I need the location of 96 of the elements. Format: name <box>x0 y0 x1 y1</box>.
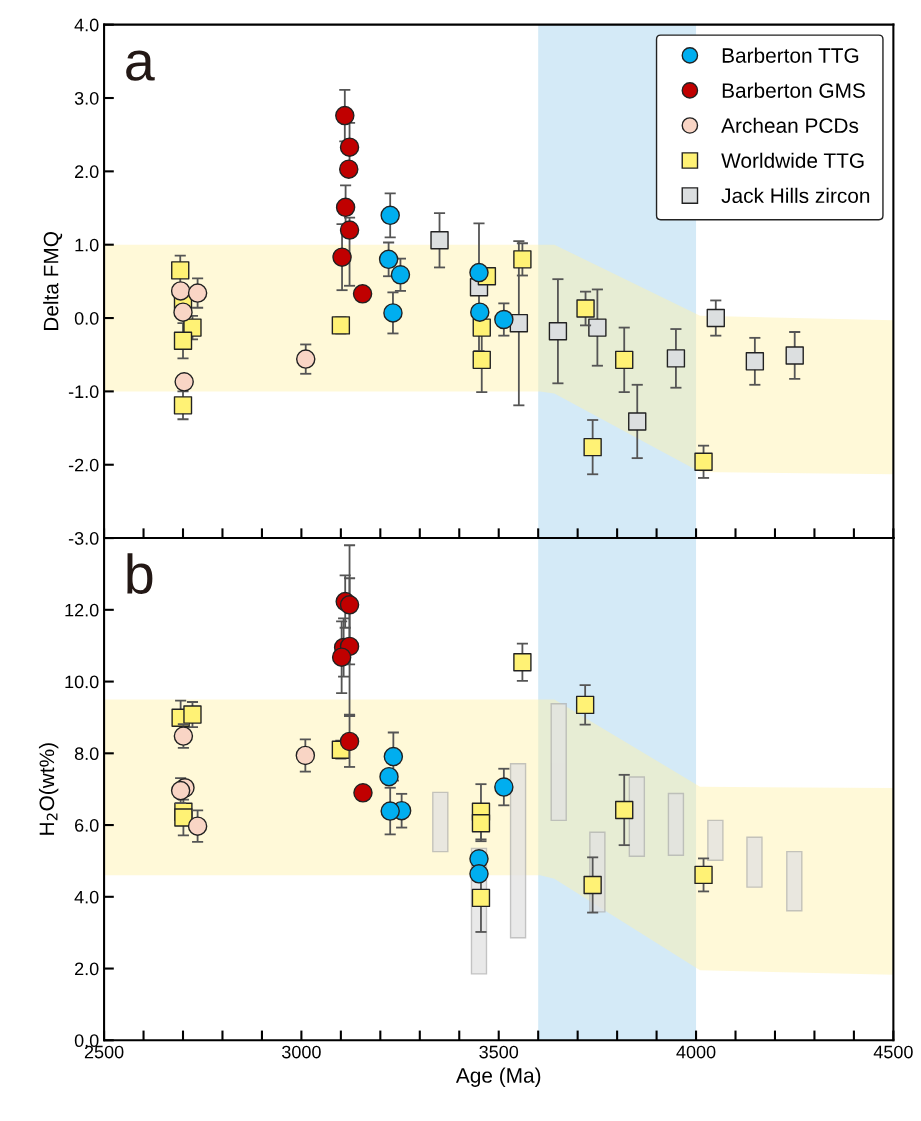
point <box>494 309 514 330</box>
point <box>331 647 352 667</box>
legend-label: Archean PCDs <box>721 117 859 133</box>
point <box>339 595 360 615</box>
point <box>471 814 491 833</box>
point <box>295 745 316 766</box>
x-tick-label: 2500 <box>84 1045 124 1059</box>
point <box>575 695 595 715</box>
point <box>170 780 191 801</box>
point <box>174 808 193 827</box>
legend-label: Barberton GMS <box>722 82 865 98</box>
point <box>583 875 602 895</box>
point <box>183 705 202 724</box>
annotation: a <box>126 50 155 81</box>
point <box>469 262 489 283</box>
y-tick-label: -3.0 <box>68 532 99 545</box>
point <box>173 396 193 415</box>
y-tick-label: 0.0 <box>74 1034 99 1048</box>
point <box>390 265 411 285</box>
point <box>588 318 607 337</box>
x-axis-title: Age (Ma) <box>455 1067 541 1087</box>
point <box>335 105 355 126</box>
point <box>352 284 373 304</box>
legend-label: Jack Hills zircon <box>721 187 870 204</box>
bar <box>550 703 567 822</box>
point <box>170 281 191 301</box>
y-tick-label: 6.0 <box>75 818 99 832</box>
point <box>583 437 602 457</box>
point <box>380 205 400 226</box>
bar <box>667 792 685 856</box>
bar <box>786 850 803 912</box>
annotation: b <box>127 553 153 594</box>
bar <box>432 791 449 853</box>
x-tick-label: 4000 <box>676 1045 716 1059</box>
y-tick-label: 12.0 <box>65 603 99 617</box>
bar <box>509 763 527 939</box>
y-tick-label: 10.0 <box>65 675 99 689</box>
point <box>378 249 399 270</box>
y-tick-label: 8.0 <box>74 747 99 761</box>
point <box>383 746 404 767</box>
bar <box>746 836 763 888</box>
point <box>470 302 490 322</box>
point <box>383 303 403 323</box>
point <box>339 137 360 157</box>
point <box>187 816 208 836</box>
point <box>513 250 532 269</box>
x-tick-label: 4500 <box>873 1045 913 1059</box>
point <box>187 283 208 303</box>
point <box>171 261 190 280</box>
x-tick-label: 3500 <box>479 1045 519 1059</box>
point <box>380 801 400 821</box>
point <box>430 231 449 250</box>
bar <box>628 776 646 857</box>
point <box>335 197 356 218</box>
point <box>694 452 713 472</box>
point <box>379 766 399 787</box>
point <box>353 783 373 803</box>
point <box>615 350 634 370</box>
y-tick-label: 0.0 <box>74 311 99 325</box>
y-tick-label: 1.0 <box>75 238 99 252</box>
point <box>332 247 352 267</box>
point <box>706 308 725 328</box>
point <box>628 412 647 431</box>
x-tick-label: 3000 <box>282 1045 321 1059</box>
point <box>548 322 568 341</box>
point <box>666 349 686 368</box>
point <box>576 299 595 318</box>
point <box>174 372 194 392</box>
point <box>173 302 193 322</box>
point <box>472 350 491 370</box>
point <box>472 318 491 337</box>
y-tick-label: 4.0 <box>74 18 99 32</box>
point <box>295 349 316 369</box>
y-tick-label: -2.0 <box>68 458 99 472</box>
legend-label: Barberton TTG <box>722 47 859 63</box>
point <box>513 652 532 672</box>
y-axis-title: H$_{2}$O(wt%) <box>38 743 59 835</box>
legend-label: Worldwide TTG <box>721 152 864 169</box>
point <box>339 220 360 240</box>
point <box>173 331 193 350</box>
point <box>785 346 804 365</box>
point <box>339 731 360 752</box>
y-tick-label: 2.0 <box>75 962 99 976</box>
point <box>615 800 634 820</box>
y-tick-label: 4.0 <box>74 890 99 904</box>
point <box>339 159 359 179</box>
y-axis-title: Delta FMQ <box>43 232 63 331</box>
point <box>469 864 489 884</box>
y-tick-label: 3.0 <box>74 91 99 105</box>
y-tick-label: -1.0 <box>68 385 99 399</box>
point <box>694 865 713 885</box>
point <box>494 777 514 797</box>
y-tick-label: 2.0 <box>75 165 99 179</box>
point <box>745 352 765 371</box>
point <box>471 888 491 908</box>
bar <box>707 819 724 861</box>
